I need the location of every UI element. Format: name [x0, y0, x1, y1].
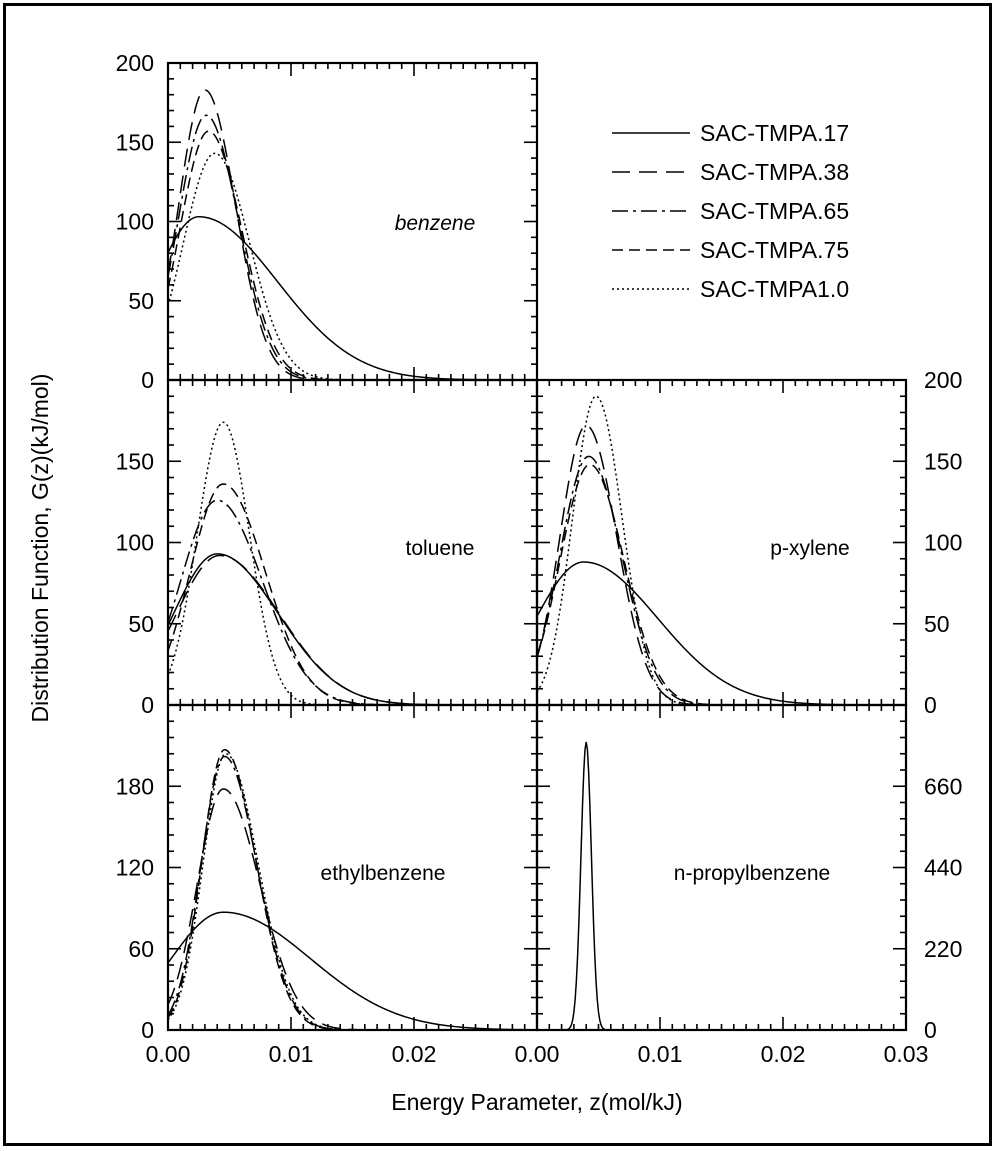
x-tick-label: 0.01 — [638, 1041, 683, 1067]
y-tick-label: 50 — [128, 288, 154, 314]
series-line-p-xylene-SAC-TMPA.65 — [536, 455, 906, 706]
series-line-benzene-SAC-TMPA.75 — [167, 130, 537, 381]
y-tick-label: 440 — [924, 855, 962, 881]
y-tick-label: 50 — [924, 611, 950, 637]
y-tick-label: 150 — [116, 448, 154, 474]
series-line-toluene-SAC-TMPA.17 — [167, 553, 537, 706]
x-tick-label: 0.02 — [392, 1041, 437, 1067]
legend-label-SAC-TMPA1.0: SAC-TMPA1.0 — [700, 276, 849, 302]
x-tick-label: 0.03 — [884, 1041, 929, 1067]
series-line-ethylbenzene-SAC-TMPA.38 — [167, 788, 537, 1031]
y-tick-label: 100 — [116, 209, 154, 235]
series-line-p-xylene-SAC-TMPA1.0 — [536, 395, 906, 706]
series-line-p-xylene-SAC-TMPA.38 — [536, 424, 906, 706]
y-tick-label: 100 — [924, 530, 962, 556]
series-line-benzene-SAC-TMPA.38 — [167, 89, 537, 381]
series-line-ethylbenzene-SAC-TMPA1.0 — [167, 752, 537, 1031]
y-tick-label: 0 — [924, 692, 937, 718]
y-tick-label: 120 — [116, 855, 154, 881]
series-line-toluene-SAC-TMPA.38 — [167, 554, 537, 706]
y-tick-label: 660 — [924, 773, 962, 799]
y-tick-label: 50 — [128, 611, 154, 637]
panel-label-benzene: benzene — [395, 212, 476, 235]
panel-frame-benzene — [166, 61, 539, 382]
series-line-p-xylene-SAC-TMPA.75 — [536, 463, 906, 706]
y-tick-label: 0 — [924, 1017, 937, 1043]
y-tick-label: 100 — [116, 530, 154, 556]
y-tick-label: 220 — [924, 936, 962, 962]
legend-label-SAC-TMPA.75: SAC-TMPA.75 — [700, 237, 849, 263]
legend-label-SAC-TMPA.38: SAC-TMPA.38 — [700, 159, 849, 185]
panel-frame-toluene — [166, 378, 539, 707]
panel-label-toluene: toluene — [406, 537, 475, 560]
x-tick-label: 0.00 — [146, 1041, 191, 1067]
y-tick-label: 150 — [116, 129, 154, 155]
y-tick-label: 150 — [924, 448, 962, 474]
series-line-toluene-SAC-TMPA.65 — [167, 499, 537, 706]
series-line-toluene-SAC-TMPA1.0 — [167, 421, 537, 706]
panel-label-p-xylene: p-xylene — [770, 537, 849, 560]
legend-label-SAC-TMPA.17: SAC-TMPA.17 — [700, 120, 849, 146]
x-axis-title: Energy Parameter, z(mol/kJ) — [391, 1089, 682, 1115]
series-line-p-xylene-SAC-TMPA.17 — [536, 561, 906, 706]
x-tick-label: 0.00 — [515, 1041, 560, 1067]
series-line-ethylbenzene-SAC-TMPA.65 — [167, 755, 537, 1031]
legend-label-SAC-TMPA.65: SAC-TMPA.65 — [700, 198, 849, 224]
y-tick-label: 200 — [924, 367, 962, 393]
y-tick-label: 0 — [141, 692, 154, 718]
series-line-benzene-SAC-TMPA1.0 — [167, 152, 537, 381]
y-tick-label: 200 — [116, 50, 154, 76]
panel-label-n-propylbenzene: n-propylbenzene — [674, 862, 830, 885]
series-line-n-propylbenzene-SAC-TMPA.17 — [537, 741, 906, 1031]
series-line-ethylbenzene-SAC-TMPA.75 — [167, 748, 537, 1031]
x-tick-label: 0.02 — [761, 1041, 806, 1067]
x-tick-label: 0.01 — [269, 1041, 314, 1067]
y-tick-label: 60 — [128, 936, 154, 962]
series-line-ethylbenzene-SAC-TMPA.17 — [167, 911, 538, 1031]
y-tick-label: 0 — [141, 1017, 154, 1043]
series-line-benzene-SAC-TMPA.17 — [167, 215, 538, 381]
y-axis-title: Distribution Function, G(z)(kJ/mol) — [27, 374, 53, 723]
panel-frame-p-xylene — [535, 378, 908, 707]
y-tick-label: 180 — [116, 773, 154, 799]
panel-label-ethylbenzene: ethylbenzene — [321, 862, 446, 885]
series-line-toluene-SAC-TMPA.75 — [167, 483, 537, 706]
figure-frame — [3, 3, 992, 1146]
y-tick-label: 0 — [141, 367, 154, 393]
